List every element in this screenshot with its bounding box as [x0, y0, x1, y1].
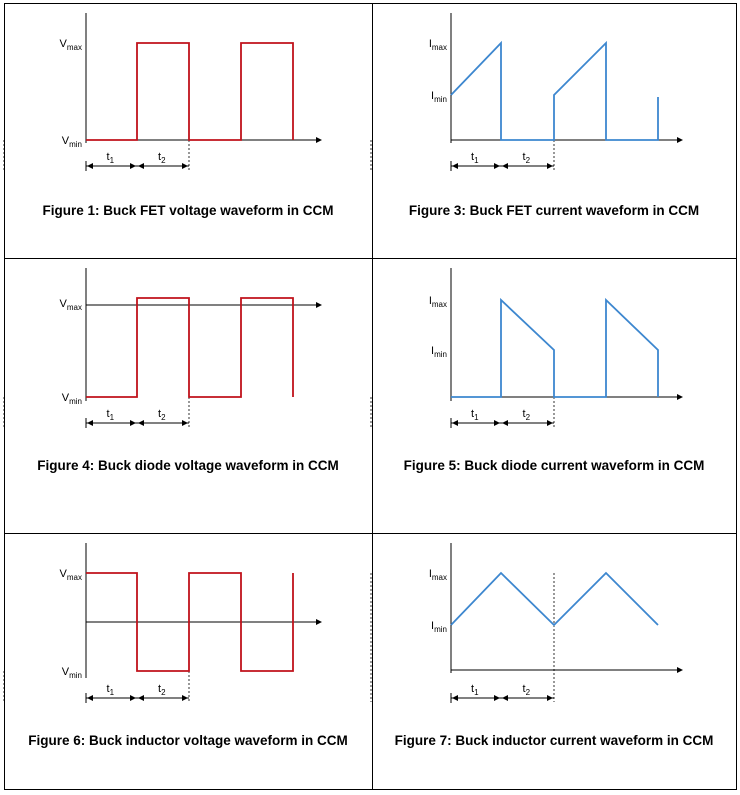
t2-label-fig1: t2 — [158, 151, 166, 165]
caption-fig4: Figure 4: Buck diode voltage waveform in… — [37, 458, 339, 473]
dim-arrow-d-fig5 — [547, 420, 553, 426]
dim-arrow-b-fig7 — [494, 695, 500, 701]
caption-fig7: Figure 7: Buck inductor current waveform… — [394, 733, 714, 748]
waveform-fig1: t1 t2 Vmax Vmin — [3, 13, 322, 171]
dim-arrow-a-fig7 — [452, 695, 458, 701]
figure-grid — [4, 3, 737, 790]
waveform-trace-fig7 — [450, 571, 659, 627]
t1-label-fig7: t1 — [471, 683, 479, 697]
dim-arrow-a-fig1 — [87, 163, 93, 169]
vmin-label-fig1: Vmin — [62, 135, 82, 149]
t1-label-fig3: t1 — [471, 151, 479, 165]
x-axis-arrow-fig3 — [677, 137, 683, 143]
caption-fig1: Figure 1: Buck FET voltage waveform in C… — [42, 203, 334, 218]
dim-arrow-b-fig1 — [130, 163, 136, 169]
waveform-fig4: t1 t2 Vmax Vmin — [3, 268, 322, 428]
waveform-trace-fig3 — [450, 40, 659, 141]
waveform-fig7: t1 t2 Imax Imin — [370, 543, 683, 703]
panel-fig5: t1 t2 Imax Imin Figure 5: Buck diode curren… — [370, 258, 737, 533]
dim-arrow-a-fig6 — [87, 695, 93, 701]
dim-arrow-b-fig6 — [130, 695, 136, 701]
x-axis-arrow-fig5 — [677, 394, 683, 400]
dim-arrow-d-fig4 — [182, 420, 188, 426]
imin-label-fig3: Imin — [431, 90, 447, 104]
t2-label-fig7: t2 — [523, 683, 531, 697]
caption-fig6: Figure 6: Buck inductor voltage waveform… — [28, 733, 348, 748]
x-axis-arrow-fig7 — [677, 667, 683, 673]
dim-arrow-c-fig6 — [138, 695, 144, 701]
t1-label-fig5: t1 — [471, 408, 479, 422]
caption-fig3: Figure 3: Buck FET current waveform in C… — [408, 203, 700, 218]
waveform-fig6: t1 t2 Vmax Vmin — [3, 543, 322, 703]
grid-row-divider-2 — [5, 533, 736, 534]
x-axis-arrow-fig4 — [316, 302, 322, 308]
dim-arrow-c-fig7 — [502, 695, 508, 701]
panel-fig6: t1 t2 Vmax Vmin Figure 6: Buck inductor vol… — [3, 533, 372, 790]
vmin-label-fig6: Vmin — [62, 666, 82, 680]
dim-arrow-b-fig5 — [494, 420, 500, 426]
dim-arrow-d-fig7 — [547, 695, 553, 701]
imin-label-fig5: Imin — [431, 345, 447, 359]
imin-label-fig7: Imin — [431, 620, 447, 634]
vmin-label-fig4: Vmin — [62, 392, 82, 406]
imax-label-fig5: Imax — [429, 295, 447, 309]
imax-label-fig3: Imax — [429, 38, 447, 52]
waveform-trace-fig1 — [86, 42, 294, 141]
caption-fig5: Figure 5: Buck diode current waveform in… — [403, 458, 705, 473]
dim-arrow-b-fig4 — [130, 420, 136, 426]
panel-fig1: t1 t2 Vmax Vmin Figure 1: Buck FET voltage … — [3, 3, 372, 258]
grid-row-divider-1 — [5, 258, 736, 259]
x-axis-arrow-fig1 — [316, 137, 322, 143]
dim-arrow-c-fig3 — [502, 163, 508, 169]
panel-fig3: t1 t2 Imax Imin Figure 3: Buck FET current … — [370, 3, 737, 258]
panel-fig7: t1 t2 Imax Imin Figure 7: Buck inductor cur… — [370, 533, 737, 790]
waveform-fig3: t1 t2 Imax Imin — [370, 13, 683, 171]
t1-label-fig6: t1 — [107, 683, 115, 697]
waveform-trace-fig6 — [86, 572, 294, 672]
dim-arrow-c-fig4 — [138, 420, 144, 426]
vmax-label-fig1: Vmax — [60, 38, 82, 52]
dim-arrow-c-fig5 — [502, 420, 508, 426]
grid-vertical-divider — [372, 4, 373, 789]
dim-arrow-a-fig5 — [452, 420, 458, 426]
dim-arrow-c-fig1 — [138, 163, 144, 169]
dim-arrow-a-fig4 — [87, 420, 93, 426]
t1-label-fig1: t1 — [107, 151, 115, 165]
imax-label-fig7: Imax — [429, 568, 447, 582]
t2-label-fig5: t2 — [523, 408, 531, 422]
vmax-label-fig4: Vmax — [60, 298, 82, 312]
dim-arrow-d-fig6 — [182, 695, 188, 701]
waveform-fig5: t1 t2 Imax Imin — [370, 268, 683, 428]
waveform-trace-fig4 — [86, 297, 294, 398]
t2-label-fig4: t2 — [158, 408, 166, 422]
dim-arrow-d-fig3 — [547, 163, 553, 169]
t2-label-fig6: t2 — [158, 683, 166, 697]
x-axis-arrow-fig6 — [316, 619, 322, 625]
waveform-trace-fig5 — [451, 297, 659, 398]
dim-arrow-d-fig1 — [182, 163, 188, 169]
dim-arrow-a-fig3 — [452, 163, 458, 169]
dim-arrow-b-fig3 — [494, 163, 500, 169]
vmax-label-fig6: Vmax — [60, 568, 82, 582]
t2-label-fig3: t2 — [523, 151, 531, 165]
t1-label-fig4: t1 — [107, 408, 115, 422]
panel-fig4: t1 t2 Vmax Vmin Figure 4: Buck diode voltag… — [3, 258, 372, 533]
